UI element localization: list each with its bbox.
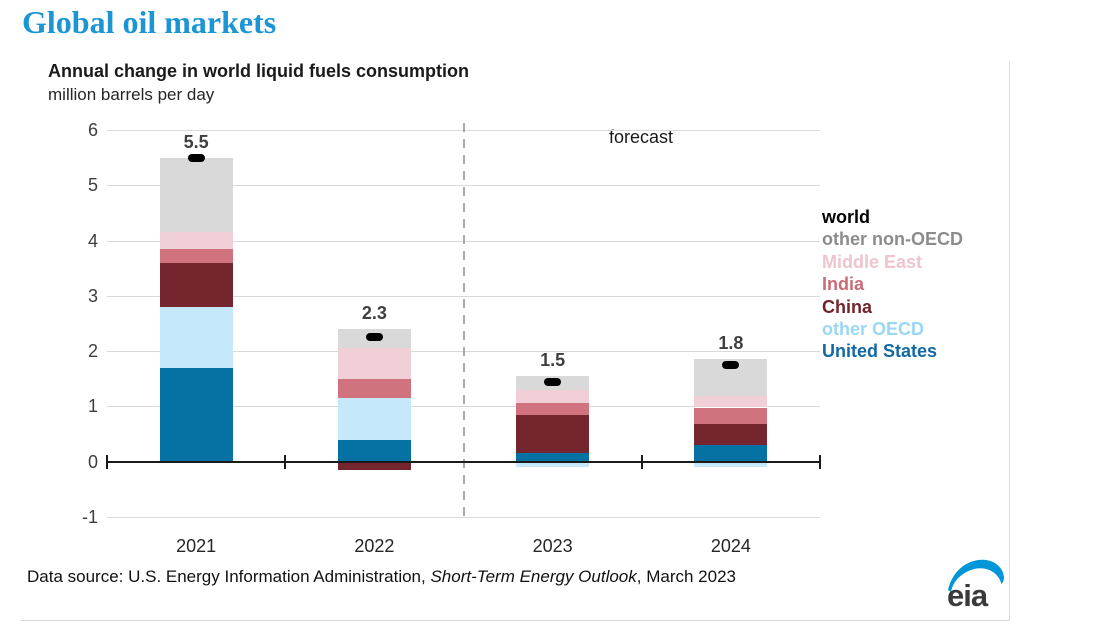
legend-item-india: India [822,274,865,295]
x-axis-tick [106,454,108,469]
y-tick-label: 3 [87,285,98,306]
y-tick-label: 5 [87,175,98,196]
forecast-label: forecast [608,127,674,147]
x-axis-label-2024: 2024 [710,536,751,556]
bar-segment-india-2022 [337,378,411,399]
legend-item-other-non-oecd: other non-OECD [822,229,963,250]
legend-item-united-states: United States [822,341,938,362]
legend-item-china: China [822,296,873,317]
x-axis-label-2022: 2022 [354,536,395,556]
bar-segment-china-2022 [337,461,411,470]
bar-segment-middle-east-2024 [694,396,768,408]
page-title: Global oil markets [22,4,277,40]
bar-segment-china-2021 [159,262,233,307]
world-total-marker-2024 [722,360,740,369]
world-total-marker-2022 [365,333,383,342]
bar-segment-united-states-2023 [516,453,590,462]
x-axis-line [107,460,820,463]
legend-item-other-oecd: other OECD [822,319,925,339]
y-tick-label: -1 [81,507,98,527]
bar-value-label-2021: 5.5 [183,131,209,152]
chart-title: Annual change in world liquid fuels cons… [48,61,470,81]
data-source-note: Data source: U.S. Energy Information Adm… [27,567,736,587]
bar-value-label-2024: 1.8 [718,333,744,354]
bar-segment-india-2023 [516,402,590,415]
bar-segment-china-2024 [694,424,768,446]
legend-item-world: world [822,207,870,227]
y-tick-label: 2 [87,341,98,362]
bar-segment-other-oecd-2023 [516,461,590,468]
y-tick-label: 4 [87,230,98,251]
legend-item-middle-east: Middle East [822,251,923,272]
bar-segment-other-oecd-2022 [337,398,411,440]
bar-segment-middle-east-2023 [516,389,590,403]
x-axis-tick [819,454,821,469]
forecast-divider [462,122,465,517]
data-source-prefix: Data source: U.S. Energy Information Adm… [27,567,431,586]
x-axis-tick [640,454,643,469]
bar-segment-united-states-2021 [159,367,233,462]
bar-value-label-2023: 1.5 [540,349,566,370]
y-tick-label: 1 [87,396,98,417]
world-total-marker-2021 [187,153,205,162]
bar-segment-india-2024 [694,407,768,425]
chart-frame-bottom-border [21,620,1010,621]
y-tick-label: 6 [87,119,98,140]
bar-segment-middle-east-2021 [159,232,233,249]
x-axis-label-2021: 2021 [176,536,217,556]
gridline-y-1 [107,517,820,518]
bar-segment-india-2021 [159,248,233,263]
bar-segment-china-2023 [516,414,590,454]
eia-logo-text: eia [947,578,989,613]
bar-segment-other-non-oecd-2021 [159,157,233,233]
x-axis-tick [284,454,287,469]
bar-segment-other-oecd-2021 [159,306,233,368]
x-axis-label-2023: 2023 [532,536,573,556]
bar-segment-middle-east-2022 [337,348,411,379]
chart-subtitle: million barrels per day [48,85,215,104]
chart-frame-right-border [1009,62,1010,621]
data-source-publication: Short-Term Energy Outlook [430,567,637,586]
world-total-marker-2023 [544,377,562,386]
bar-value-label-2022: 2.3 [361,302,387,323]
bar-segment-other-oecd-2024 [694,461,768,468]
data-source-suffix: , March 2023 [636,567,736,586]
eia-logo-swoosh-icon [948,559,1004,592]
bar-segment-united-states-2022 [337,439,411,462]
y-tick-label: 0 [87,451,98,472]
bar-segment-united-states-2024 [694,445,768,462]
eia-logo: eia [947,559,1004,613]
